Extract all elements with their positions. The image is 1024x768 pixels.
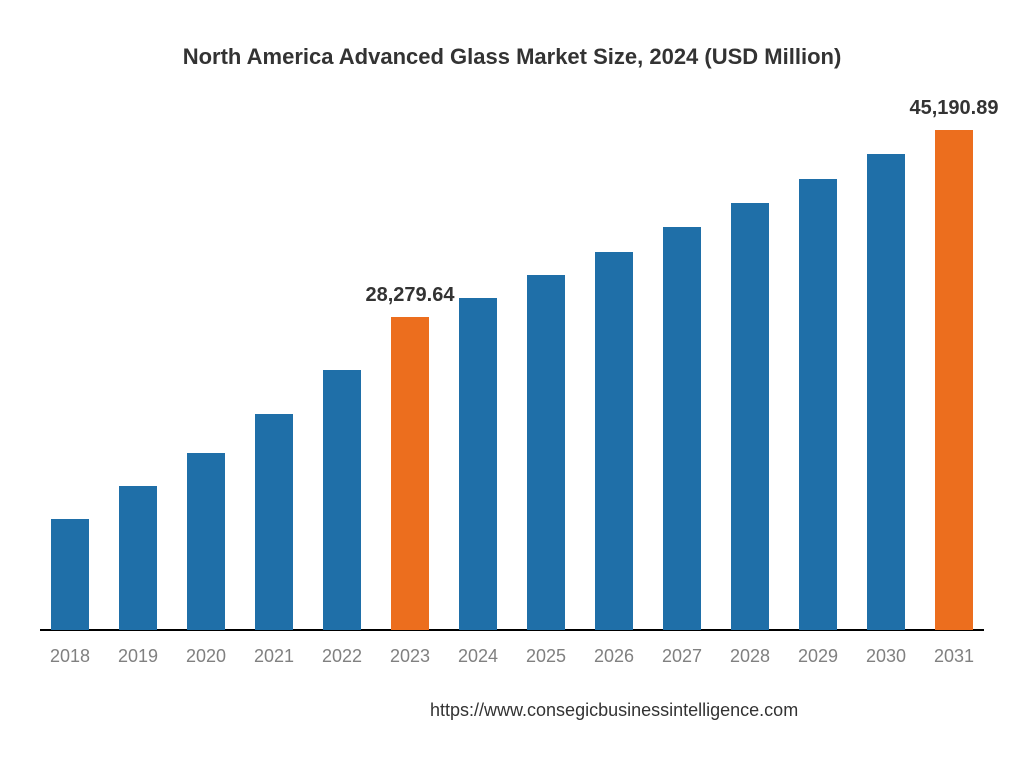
x-axis-label: 2020 (171, 646, 241, 667)
x-axis-label: 2019 (103, 646, 173, 667)
bar (663, 227, 701, 630)
bar (391, 317, 429, 630)
x-axis-label: 2021 (239, 646, 309, 667)
bar (595, 252, 633, 630)
plot-area: 2018201920202021202220232024202520262027… (40, 130, 984, 630)
bar (51, 519, 89, 630)
x-axis-label: 2027 (647, 646, 717, 667)
bar (867, 154, 905, 630)
chart-title: North America Advanced Glass Market Size… (0, 44, 1024, 70)
bar (527, 275, 565, 630)
x-axis-label: 2031 (919, 646, 989, 667)
bar (459, 298, 497, 630)
source-url: https://www.consegicbusinessintelligence… (430, 700, 798, 721)
x-axis-label: 2029 (783, 646, 853, 667)
bar (323, 370, 361, 630)
x-axis-label: 2022 (307, 646, 377, 667)
bar (187, 453, 225, 630)
x-axis-label: 2025 (511, 646, 581, 667)
x-axis-line (40, 629, 984, 631)
bar (935, 130, 973, 630)
x-axis-label: 2030 (851, 646, 921, 667)
x-axis-label: 2024 (443, 646, 513, 667)
x-axis-label: 2018 (35, 646, 105, 667)
bar (255, 414, 293, 630)
bar-value-label: 28,279.64 (340, 284, 480, 307)
x-axis-label: 2026 (579, 646, 649, 667)
x-axis-label: 2028 (715, 646, 785, 667)
bar (119, 486, 157, 630)
chart-container: North America Advanced Glass Market Size… (0, 0, 1024, 768)
bar (731, 203, 769, 630)
x-axis-label: 2023 (375, 646, 445, 667)
bar (799, 179, 837, 630)
bar-value-label: 45,190.89 (884, 97, 1024, 120)
